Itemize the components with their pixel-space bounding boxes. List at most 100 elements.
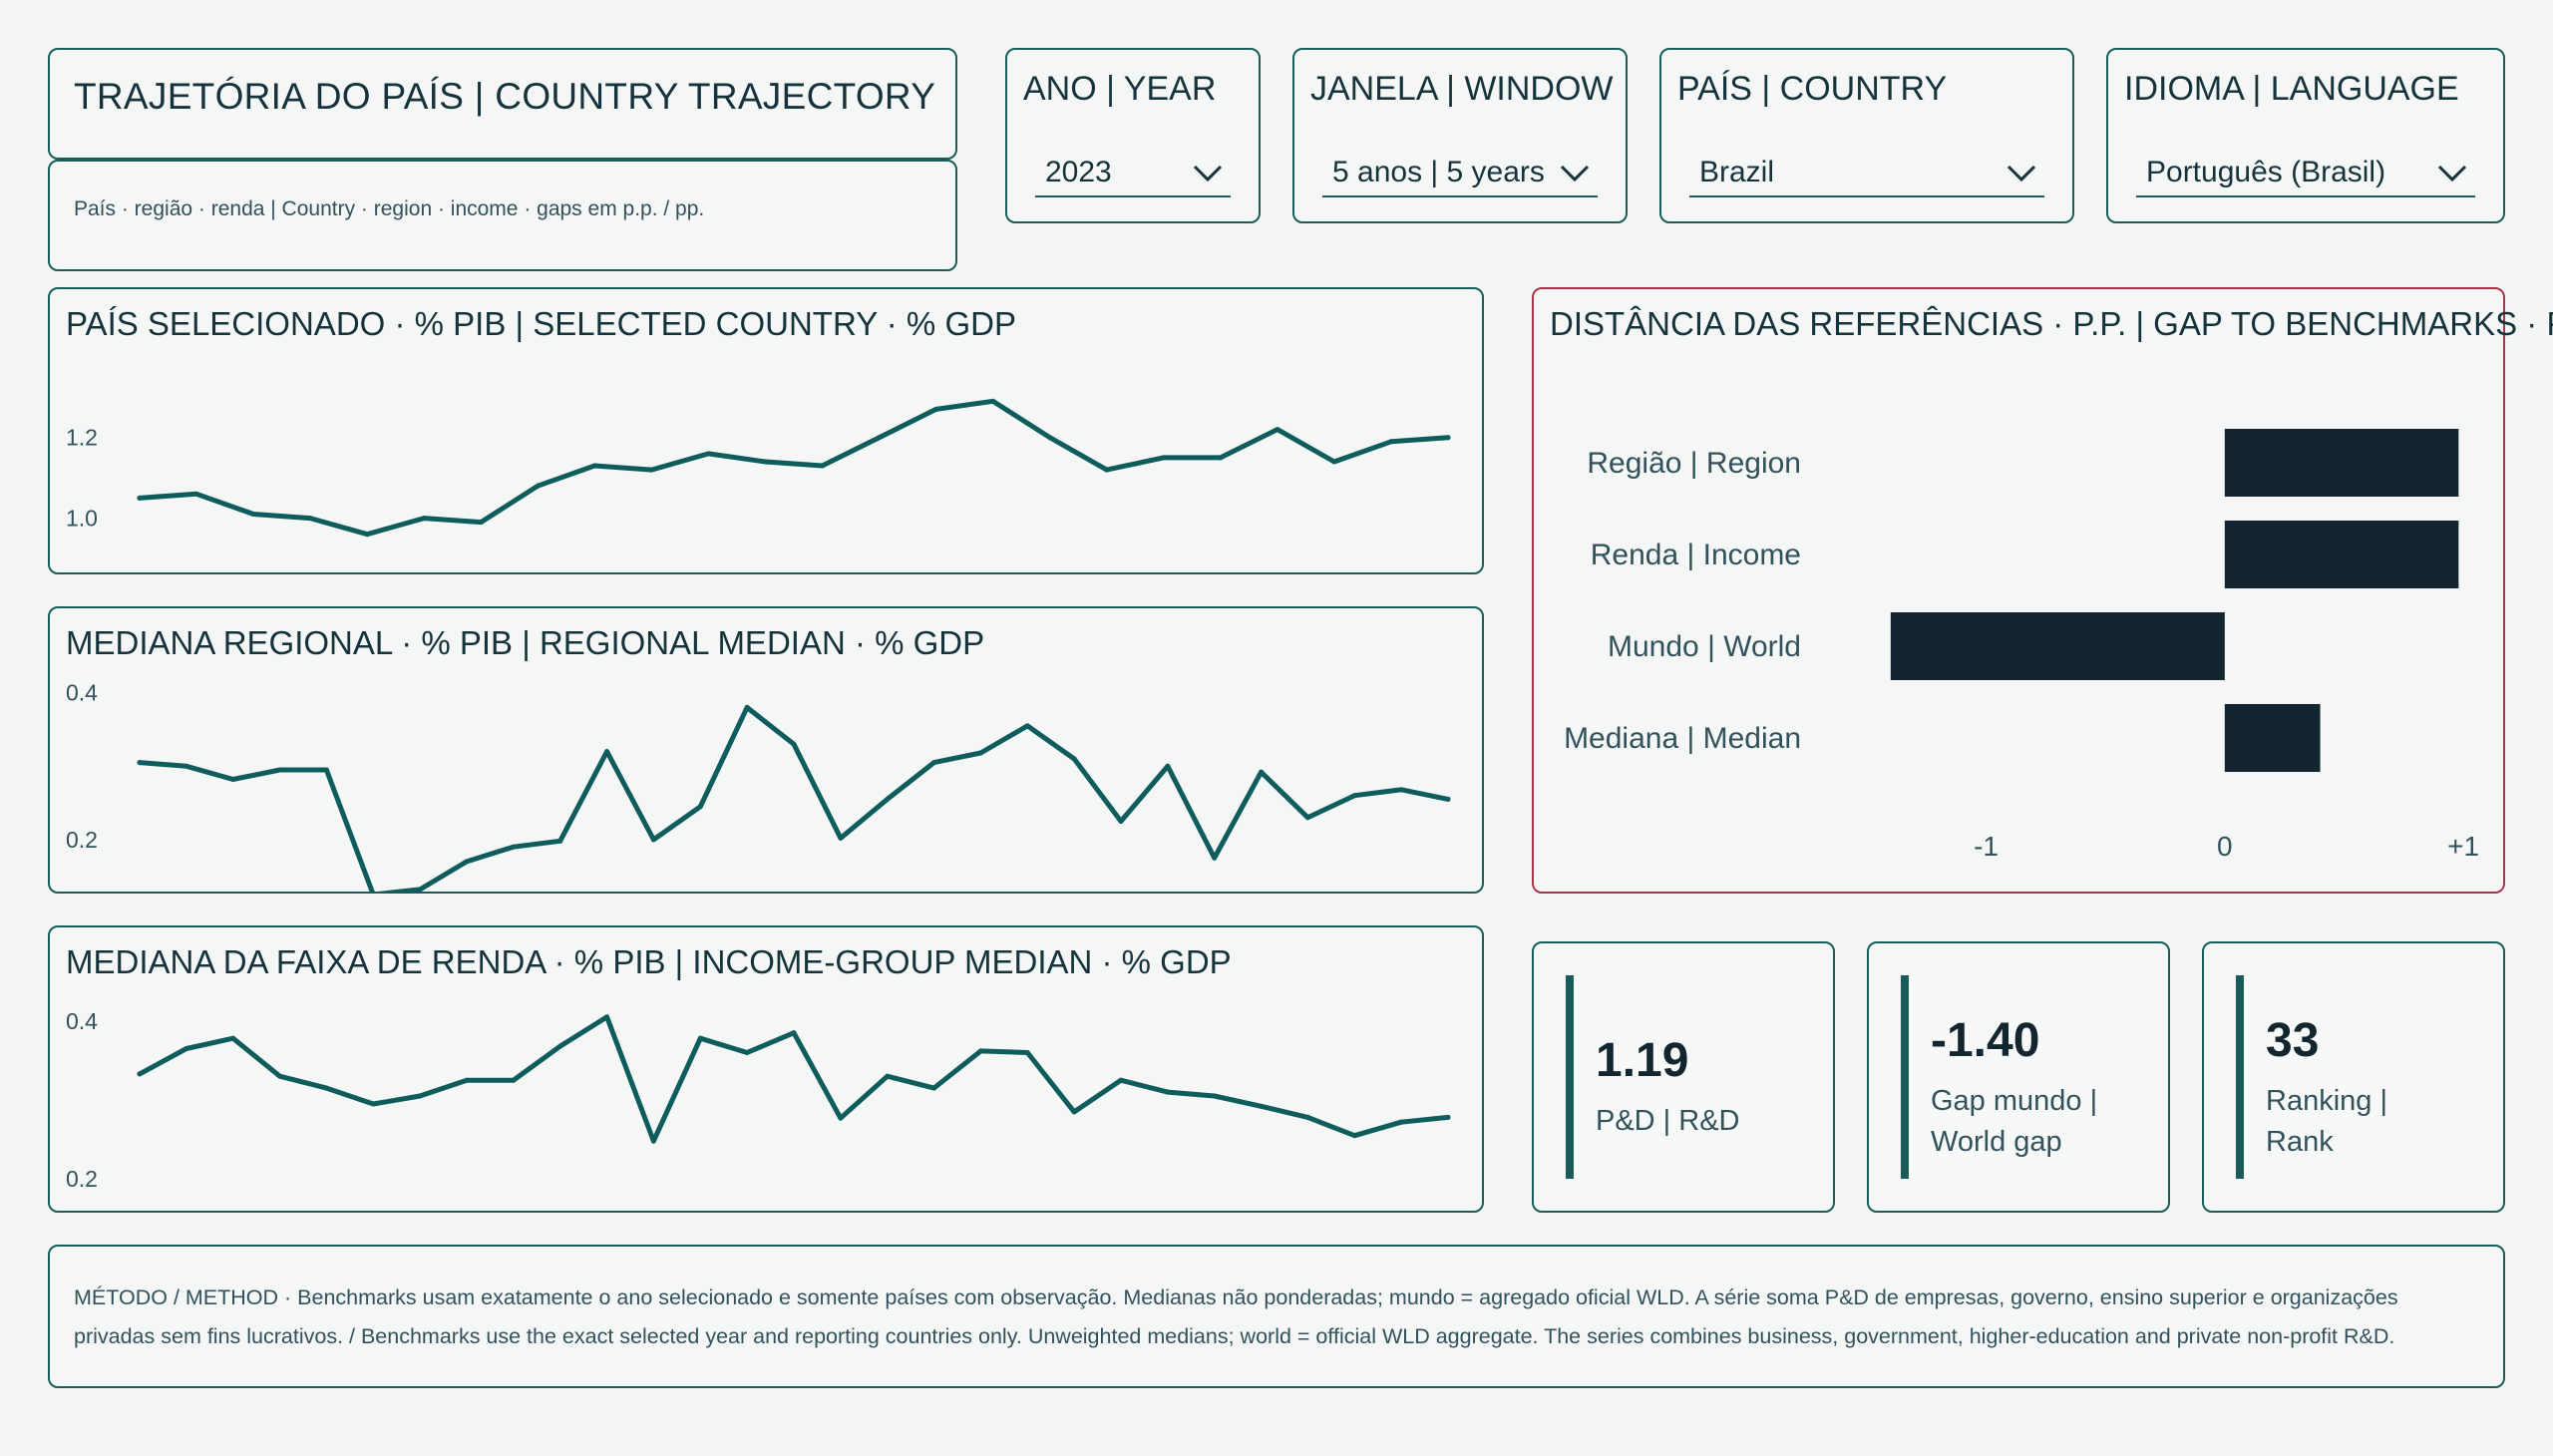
bar — [1890, 612, 2225, 680]
data-point — [1351, 1133, 1357, 1139]
title-card: TRAJETÓRIA DO PAÍS | COUNTRY TRAJECTORY — [48, 48, 957, 160]
method-note-text: MÉTODO / METHOD · Benchmarks usam exatam… — [74, 1285, 2398, 1348]
data-point — [977, 750, 983, 756]
data-point — [323, 1085, 329, 1091]
data-point — [885, 796, 891, 802]
data-point — [364, 532, 370, 538]
bar — [2224, 429, 2459, 497]
data-point — [557, 838, 563, 844]
data-point — [697, 804, 703, 810]
data-point — [931, 1085, 937, 1091]
window-slicer: JANELA | WINDOW 5 anos | 5 years — [1292, 48, 1628, 223]
y-tick-label: 0.2 — [66, 827, 98, 853]
data-point — [370, 1101, 376, 1107]
data-point — [1212, 1093, 1218, 1099]
data-point — [1331, 459, 1337, 465]
data-point — [277, 1073, 283, 1079]
kpi-label-rd: P&D | R&D — [1596, 1105, 1740, 1137]
data-point — [1165, 1089, 1171, 1095]
selected-country-line-chart: 1.0 1.2 — [66, 398, 1451, 538]
benchmark-gap-chart-title: DISTÂNCIA DAS REFERÊNCIAS · P.P. | GAP T… — [1550, 305, 2553, 342]
data-point — [990, 398, 996, 404]
x-tick-label: 0 — [2217, 831, 2233, 862]
chevron-down-icon[interactable] — [2006, 164, 2036, 183]
data-point — [838, 1115, 844, 1121]
data-point — [511, 1077, 517, 1083]
data-point — [137, 1071, 143, 1077]
subtitle-card: País · região · renda | Country · region… — [48, 160, 957, 271]
data-point — [1071, 756, 1077, 762]
chevron-down-icon[interactable] — [2437, 164, 2467, 183]
benchmark-gap-panel: DISTÂNCIA DAS REFERÊNCIAS · P.P. | GAP T… — [1532, 287, 2553, 894]
data-point — [931, 760, 937, 766]
data-point — [1304, 815, 1310, 821]
data-point — [557, 1043, 563, 1049]
income-group-chart-title: MEDIANA DA FAIXA DE RENDA · % PIB | INCO… — [66, 943, 1232, 980]
data-point — [744, 704, 750, 710]
bar — [2224, 704, 2321, 772]
data-point — [1445, 1114, 1451, 1120]
data-point — [137, 495, 143, 501]
data-point — [744, 1049, 750, 1055]
kpi-value-rank: 33 — [2266, 1014, 2320, 1067]
kpi-card-rank: 33 Ranking | Rank — [2202, 941, 2505, 1213]
regional-median-line-chart: 0.2 0.4 — [66, 680, 1451, 892]
data-point — [877, 435, 883, 441]
country-slicer-label: PAÍS | COUNTRY — [1677, 70, 1948, 108]
chevron-down-icon[interactable] — [1193, 164, 1223, 183]
data-point — [604, 1014, 610, 1020]
kpi-inner: 1.19 P&D | R&D — [1566, 975, 1801, 1179]
data-point — [307, 516, 313, 522]
y-tick-label: 0.4 — [66, 1008, 98, 1034]
data-point — [1445, 435, 1451, 441]
data-point — [1259, 1103, 1265, 1109]
data-point — [137, 760, 143, 766]
income-group-panel: MEDIANA DA FAIXA DE RENDA · % PIB | INCO… — [48, 925, 1484, 1213]
data-point — [1275, 427, 1280, 433]
window-dropdown-value: 5 anos | 5 years — [1332, 156, 1545, 188]
series-line — [137, 704, 1451, 892]
data-point — [183, 1046, 189, 1051]
data-point — [1388, 439, 1394, 445]
data-point — [478, 520, 484, 526]
language-dropdown-value: Português (Brasil) — [2146, 156, 2386, 188]
data-point — [1104, 467, 1110, 473]
kpi-inner: -1.40 Gap mundo | World gap — [1901, 975, 2136, 1179]
data-point — [820, 463, 826, 469]
data-point — [591, 463, 597, 469]
data-point — [762, 459, 768, 465]
y-tick-label: 1.2 — [66, 425, 98, 451]
data-point — [1071, 1109, 1077, 1115]
kpi-label-world-gap: Gap mundo | World gap — [1931, 1085, 2098, 1158]
chevron-down-icon[interactable] — [1560, 164, 1590, 183]
language-dropdown[interactable]: Português (Brasil) — [2136, 146, 2475, 197]
data-point — [421, 516, 427, 522]
y-tick-label: 0.2 — [66, 1166, 98, 1192]
data-point — [1118, 1077, 1124, 1083]
series-line — [137, 398, 1451, 538]
data-point — [1024, 1049, 1030, 1055]
x-tick-label: -1 — [1974, 831, 1999, 862]
data-point — [230, 777, 236, 783]
data-point — [511, 844, 517, 850]
data-point — [1118, 818, 1124, 824]
data-point — [1398, 1119, 1404, 1125]
data-point — [1259, 769, 1265, 775]
year-dropdown[interactable]: 2023 — [1035, 146, 1231, 197]
data-point — [230, 1035, 236, 1041]
language-slicer-label: IDIOMA | LANGUAGE — [2124, 70, 2459, 108]
data-point — [323, 767, 329, 773]
data-point — [604, 749, 610, 755]
country-dropdown[interactable]: Brazil — [1689, 146, 2044, 197]
data-point — [1024, 723, 1030, 729]
data-point — [885, 1073, 891, 1079]
benchmark-gap-bar-chart: Região | Region Renda | Income Mundo | Wor… — [1564, 429, 2479, 862]
kpi-inner: 33 Ranking | Rank — [2236, 975, 2471, 1179]
data-point — [250, 512, 256, 518]
data-point — [650, 1138, 656, 1144]
data-point — [1165, 763, 1171, 769]
data-point — [277, 767, 283, 773]
year-slicer: ANO | YEAR 2023 — [1005, 48, 1261, 223]
page-title: TRAJETÓRIA DO PAÍS | COUNTRY TRAJECTORY — [74, 76, 936, 117]
window-dropdown[interactable]: 5 anos | 5 years — [1322, 146, 1598, 197]
